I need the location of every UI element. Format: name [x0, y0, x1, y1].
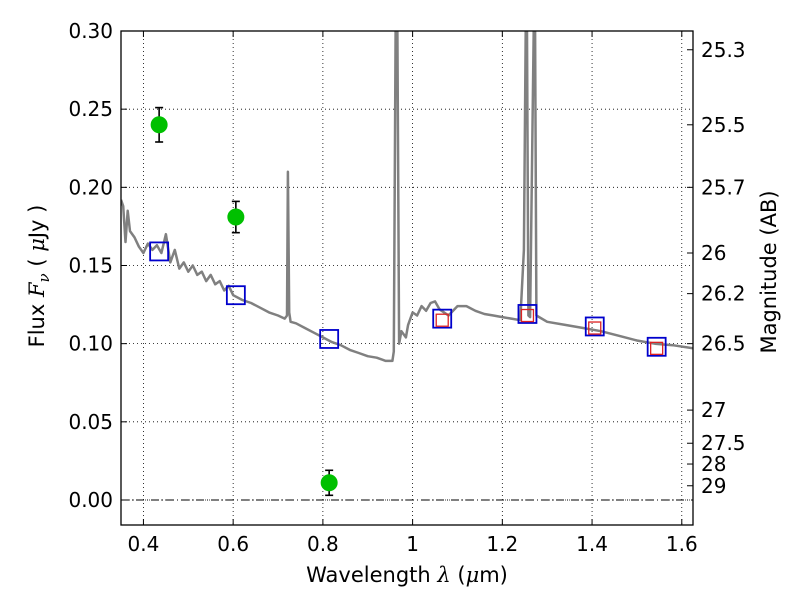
blue-square-marker [432, 308, 453, 329]
x-tick-label: 0.6 [217, 532, 249, 556]
x-tick-label: 1 [406, 532, 419, 556]
tick-marks [121, 30, 693, 525]
y-tick-label: 0.25 [68, 97, 113, 121]
magnitude-tick-label: 26 [701, 241, 726, 265]
x-axis-label: Wavelength λ (μm) [306, 563, 508, 587]
y-tick-label: 0.10 [68, 332, 113, 356]
magnitude-tick-label: 25.7 [701, 175, 746, 199]
blue-square-marker [225, 285, 246, 306]
x-tick-label: 0.8 [307, 532, 339, 556]
y-tick-label: 0.30 [68, 19, 113, 43]
magnitude-tick-label: 26.2 [701, 282, 746, 306]
magnitude-axis-label: Magnitude (AB) [757, 190, 781, 353]
grid-lines [121, 30, 693, 525]
sed-model-curve [121, 31, 693, 363]
red-square-marker [650, 341, 664, 355]
sed-model-curve-layer [121, 31, 693, 363]
blue-square-marker [646, 336, 667, 357]
x-tick-label: 1.4 [576, 532, 608, 556]
magnitude-tick-label: 25.5 [701, 113, 746, 137]
magnitude-tick-label: 29 [701, 474, 726, 498]
y-tick-label: 0.15 [68, 253, 113, 277]
blue-square-marker [149, 241, 170, 262]
y-tick-label: 0.20 [68, 175, 113, 199]
observed-data-point [320, 474, 338, 492]
observed-data-point [227, 208, 245, 226]
magnitude-tick-label: 25.3 [701, 38, 746, 62]
observed-data-point [150, 116, 168, 134]
magnitude-tick-label: 26.5 [701, 332, 746, 356]
y-axis-label: Flux Fν ( μJy ) [25, 205, 53, 348]
plot-frame [120, 30, 694, 526]
blue-square-marker [584, 316, 605, 337]
red-square-marker [435, 313, 449, 327]
x-tick-labels: 0.4 0.6 0.8 1 1.2 1.4 1.6 [128, 532, 698, 556]
y-tick-labels: 0.00 0.05 0.10 0.15 0.20 0.25 0.30 [68, 19, 113, 512]
magnitude-tick-label: 28 [701, 452, 726, 476]
red-square-marker [588, 321, 602, 335]
x-tick-label: 1.6 [666, 532, 698, 556]
x-tick-label: 1.2 [486, 532, 518, 556]
blue-square-marker [517, 304, 538, 324]
blue-square-marker [319, 329, 340, 349]
y-tick-label: 0.00 [68, 488, 113, 512]
marker-layer [149, 106, 667, 497]
y-tick-label: 0.05 [68, 410, 113, 434]
red-square-marker [520, 308, 535, 323]
magnitude-tick-label: 27.5 [701, 431, 746, 455]
magnitude-tick-label: 27 [701, 398, 726, 422]
x-tick-label: 0.4 [128, 532, 160, 556]
